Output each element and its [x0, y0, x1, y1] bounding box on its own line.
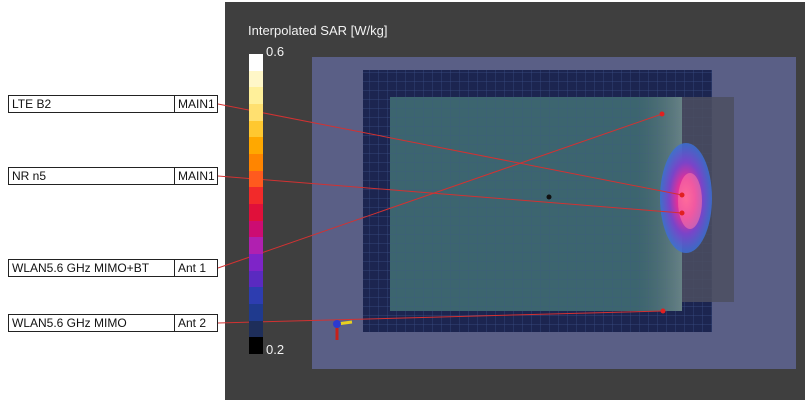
antenna-marker-main1-b [679, 210, 685, 216]
label-row-wlan-mimo: WLAN5.6 GHz MIMO Ant 2 [8, 314, 218, 332]
colorbar-segment [249, 287, 263, 305]
leader-line-wlan-mimo-bt [217, 113, 663, 269]
band-label: LTE B2 [9, 96, 175, 112]
band-label: WLAN5.6 GHz MIMO+BT [9, 260, 175, 276]
colorbar-segment [249, 204, 263, 221]
antenna-marker-ant1 [659, 111, 665, 117]
antenna-marker-ant2 [660, 308, 666, 314]
colorbar-segment [249, 304, 263, 321]
band-label: NR n5 [9, 168, 175, 184]
colorbar-max-label: 0.6 [266, 44, 285, 59]
antenna-label: Ant 2 [178, 316, 207, 330]
colorbar [249, 54, 263, 355]
colorbar-segment [249, 254, 263, 271]
colorbar-segment [249, 187, 263, 205]
colorbar-segment [249, 120, 263, 138]
antenna-label: MAIN1 [178, 97, 215, 111]
colorbar-segment [249, 70, 263, 88]
center-marker [546, 194, 552, 200]
colorbar-segment [249, 104, 263, 121]
antenna-marker-main1-a [679, 192, 685, 198]
colorbar-segment [249, 137, 263, 155]
label-row-nr-n5: NR n5 MAIN1 [8, 167, 218, 185]
label-row-wlan-mimo-bt: WLAN5.6 GHz MIMO+BT Ant 1 [8, 259, 218, 277]
antenna-label: Ant 1 [178, 261, 207, 275]
colorbar-segment [249, 337, 263, 355]
leader-line-lte-b2 [217, 103, 683, 196]
colorbar-segment [249, 270, 263, 288]
colorbar-segment [249, 154, 263, 171]
leader-line-wlan-mimo [217, 310, 664, 324]
colorbar-segment [249, 237, 263, 255]
band-label: WLAN5.6 GHz MIMO [9, 315, 175, 331]
axis-triad-icon [333, 320, 353, 340]
colorbar-segment [249, 54, 263, 71]
label-row-lte-b2: LTE B2 MAIN1 [8, 95, 218, 113]
colorbar-title: Interpolated SAR [W/kg] [248, 23, 388, 38]
colorbar-segment [249, 220, 263, 238]
colorbar-segment [249, 87, 263, 105]
leader-line-nr-n5 [217, 175, 683, 214]
colorbar-segment [249, 170, 263, 188]
antenna-label: MAIN1 [178, 169, 215, 183]
colorbar-segment [249, 320, 263, 338]
colorbar-min-label: 0.2 [266, 342, 285, 357]
